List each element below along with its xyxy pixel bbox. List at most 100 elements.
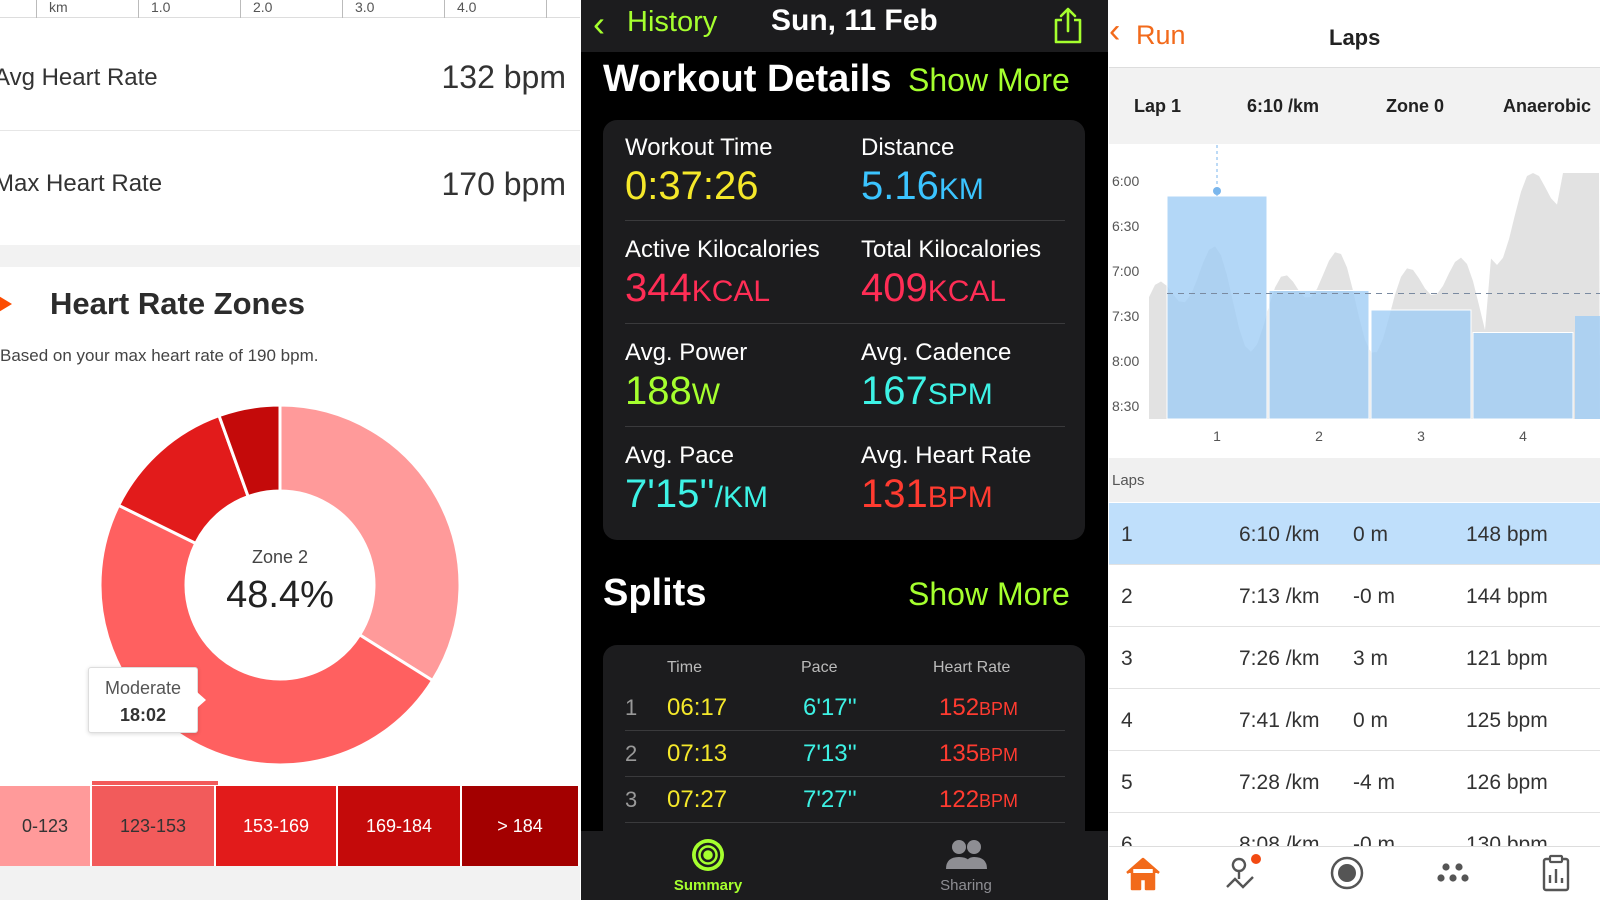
legend-zone-2[interactable]: 123-153 (92, 786, 216, 866)
lap-bar-partial (1575, 316, 1600, 419)
zones-title: Heart Rate Zones (50, 286, 305, 321)
map-pin-icon[interactable] (1219, 853, 1261, 893)
lap-bar-2[interactable] (1268, 290, 1370, 420)
x-tick-label: 1 (1213, 428, 1221, 444)
metric-label: Total Kilocalories (861, 236, 1042, 263)
split-divider (625, 730, 1065, 731)
bottom-strip (0, 866, 580, 900)
axis-tick: 2.0 (240, 0, 272, 18)
y-tick-label: 6:30 (1112, 218, 1139, 234)
y-tick-label: 7:00 (1112, 263, 1139, 279)
split-number: 1 (625, 695, 638, 720)
split-heart-rate: 135BPM (939, 740, 1019, 767)
split-heart-rate: 122BPM (939, 786, 1019, 813)
donut-slice-169-184[interactable] (217, 403, 282, 499)
lap-heart-rate: 148 bpm (1466, 523, 1548, 546)
metric-value: 188W (625, 369, 721, 413)
y-tick-label: 6:00 (1112, 173, 1139, 189)
split-row[interactable]: 3 07:27 7'27'' 122BPM (603, 777, 1085, 823)
lap-elevation: 3 m (1353, 647, 1389, 670)
metric-avg-power: Avg. Power 188W (625, 339, 747, 414)
split-row[interactable]: 1 06:17 6'17'' 152BPM (603, 685, 1085, 731)
x-tick-label: 4 (1519, 428, 1527, 444)
sharing-people-icon (946, 840, 987, 869)
metric-distance: Distance 5.16KM (861, 134, 984, 209)
lap-number: 2 (1121, 585, 1133, 608)
community-dots-icon[interactable] (1432, 853, 1474, 893)
strava-chevron-icon (0, 292, 12, 316)
avg-heart-rate-value: 132 bpm (441, 59, 566, 95)
summary-lap: Lap 1 (1134, 96, 1182, 116)
lap-number: 6 (1121, 833, 1133, 856)
record-icon[interactable] (1326, 853, 1368, 893)
tab-summary[interactable]: Summary (653, 837, 763, 894)
home-icon[interactable] (1122, 853, 1164, 893)
back-chevron-icon[interactable]: ‹ (1109, 12, 1121, 50)
tab-bar: Summary Sharing (581, 831, 1108, 900)
legend-zone-1[interactable]: 0-123 (0, 786, 92, 866)
lap-pace-chart[interactable]: 6:00 6:30 7:00 7:30 8:00 8:30 1 2 3 4 (1109, 145, 1600, 458)
x-tick-label: 2 (1315, 428, 1323, 444)
donut-slice-0-123[interactable] (278, 403, 462, 683)
axis-tick: 3.0 (342, 0, 374, 18)
zones-subtitle: Based on your max heart rate of 190 bpm. (0, 346, 319, 365)
metric-value: 167SPM (861, 369, 993, 413)
lap-number: 5 (1121, 771, 1133, 794)
legend-zone-3[interactable]: 153-169 (216, 786, 338, 866)
split-pace: 7'27'' (803, 786, 857, 813)
heart-rate-panel: km 1.0 2.0 3.0 4.0 Avg Heart Rate 132 bp… (0, 0, 580, 900)
heart-rate-zones-donut[interactable] (95, 400, 465, 770)
lap-row[interactable]: 4 7:41 /km 0 m 125 bpm (1109, 689, 1600, 751)
y-tick-label: 8:30 (1112, 398, 1139, 414)
lap-row[interactable]: 2 7:13 /km -0 m 144 bpm (1109, 565, 1600, 627)
workout-details-panel: ‹ History Sun, 11 Feb Workout Details Sh… (581, 0, 1108, 900)
tab-sharing[interactable]: Sharing (911, 837, 1021, 894)
card-divider (625, 220, 1065, 221)
metric-avg-heart-rate: Avg. Heart Rate 131BPM (861, 442, 1031, 517)
back-chevron-icon[interactable]: ‹ (593, 3, 605, 44)
axis-tick: 1.0 (138, 0, 170, 18)
lap-heart-rate: 126 bpm (1466, 771, 1548, 794)
lap-row[interactable]: 3 7:26 /km 3 m 121 bpm (1109, 627, 1600, 689)
splits-title: Splits (603, 572, 707, 614)
workout-show-more-link[interactable]: Show More (908, 62, 1070, 98)
split-number: 2 (625, 741, 638, 766)
split-divider (625, 776, 1065, 777)
lap-pace: 6:10 /km (1239, 523, 1320, 546)
nav-bar: ‹ Run Laps (1109, 0, 1600, 68)
run-back-button[interactable]: Run (1136, 20, 1186, 50)
clipboard-icon[interactable] (1535, 853, 1577, 893)
metric-label: Avg. Heart Rate (861, 442, 1032, 469)
avg-heart-rate-label: Avg Heart Rate (0, 63, 158, 91)
lap-pace: 7:28 /km (1239, 771, 1320, 794)
page-title: Laps (1329, 25, 1381, 50)
lap-elevation: 0 m (1353, 709, 1389, 732)
split-row[interactable]: 2 07:13 7'13'' 135BPM (603, 731, 1085, 777)
metric-value: 409KCAL (861, 266, 1007, 310)
tooltip-arrow (197, 692, 206, 708)
lap-row[interactable]: 5 7:28 /km -4 m 126 bpm (1109, 751, 1600, 813)
splits-show-more-link[interactable]: Show More (908, 576, 1070, 612)
workout-date: Sun, 11 Feb (771, 4, 938, 37)
split-time: 07:27 (667, 786, 728, 813)
lap-bar-1[interactable] (1166, 195, 1268, 420)
split-pace: 7'13'' (803, 740, 857, 767)
lap-bar-4[interactable] (1472, 332, 1574, 420)
zones-legend: 0-123 123-153 153-169 169-184 > 184 (0, 781, 580, 866)
lap-bar-3[interactable] (1370, 309, 1472, 420)
metric-total-kcal: Total Kilocalories 409KCAL (861, 236, 1041, 311)
legend-zone-4[interactable]: 169-184 (338, 786, 462, 866)
splits-header-pace: Pace (801, 659, 838, 676)
lap-row[interactable]: 1 6:10 /km 0 m 148 bpm (1109, 503, 1600, 565)
metric-label: Active Kilocalories (625, 236, 820, 263)
nav-bar: ‹ History Sun, 11 Feb (581, 0, 1108, 52)
laps-panel: ‹ Run Laps Lap 1 6:10 /km Zone 0 Anaerob… (1109, 0, 1600, 900)
tooltip-title: Moderate (104, 678, 182, 698)
legend-selected-indicator (92, 781, 218, 785)
history-back-button[interactable]: History (627, 6, 718, 38)
legend-zone-5[interactable]: > 184 (462, 786, 580, 866)
lap-heart-rate: 144 bpm (1466, 585, 1548, 608)
share-icon[interactable] (1051, 6, 1085, 44)
summary-pace: 6:10 /km (1247, 96, 1320, 116)
